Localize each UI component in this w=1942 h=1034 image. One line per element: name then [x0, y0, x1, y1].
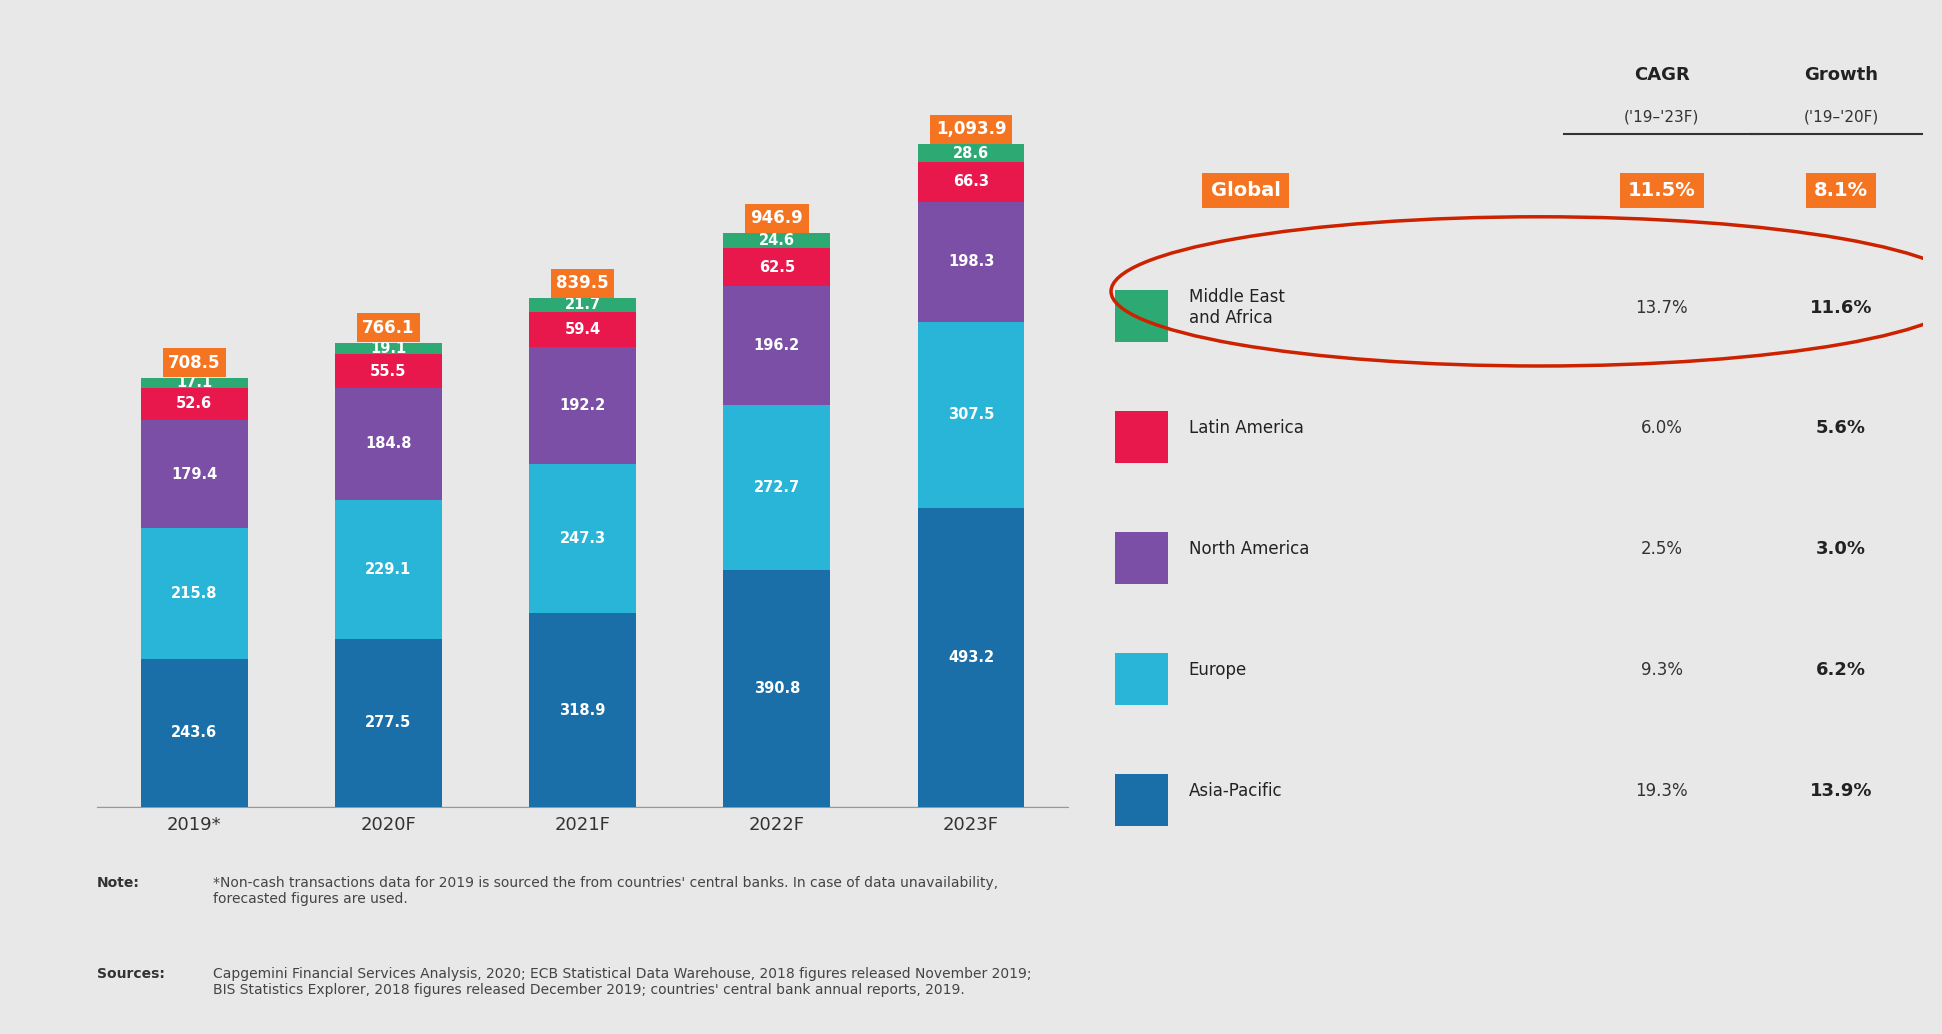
Text: Middle East
and Africa: Middle East and Africa: [1189, 288, 1284, 327]
Text: 229.1: 229.1: [365, 561, 412, 577]
Text: 318.9: 318.9: [559, 702, 606, 718]
FancyBboxPatch shape: [1115, 531, 1169, 584]
Text: 277.5: 277.5: [365, 716, 412, 730]
FancyBboxPatch shape: [1115, 773, 1169, 826]
Text: 3.0%: 3.0%: [1816, 541, 1866, 558]
FancyBboxPatch shape: [1115, 410, 1169, 463]
Text: 215.8: 215.8: [171, 586, 218, 601]
Text: 24.6: 24.6: [759, 234, 794, 248]
Bar: [919, 202, 1025, 322]
Text: 17.1: 17.1: [177, 375, 212, 391]
Bar: [724, 570, 831, 807]
Text: 59.4: 59.4: [565, 322, 600, 337]
Bar: [919, 322, 1025, 508]
Bar: [336, 355, 443, 388]
Text: 766.1: 766.1: [361, 318, 416, 337]
Bar: [919, 161, 1025, 202]
Text: 5.6%: 5.6%: [1816, 420, 1866, 437]
Text: 243.6: 243.6: [171, 725, 218, 740]
Text: CAGR: CAGR: [1633, 65, 1690, 84]
Text: 52.6: 52.6: [177, 396, 212, 412]
Text: 247.3: 247.3: [559, 531, 606, 546]
Text: 179.4: 179.4: [171, 466, 218, 482]
Text: Growth: Growth: [1804, 65, 1878, 84]
Bar: [530, 464, 637, 613]
Text: 272.7: 272.7: [753, 480, 800, 495]
Text: 28.6: 28.6: [954, 146, 988, 160]
Bar: [530, 347, 637, 464]
Text: 13.9%: 13.9%: [1810, 783, 1872, 800]
Bar: [724, 286, 831, 405]
Text: ('19–'20F): ('19–'20F): [1804, 110, 1878, 125]
Bar: [142, 388, 249, 420]
Text: 55.5: 55.5: [371, 364, 406, 378]
Text: 9.3%: 9.3%: [1641, 662, 1682, 679]
Bar: [724, 234, 831, 248]
Bar: [919, 508, 1025, 807]
Text: Europe: Europe: [1189, 662, 1247, 679]
Text: 8.1%: 8.1%: [1814, 181, 1868, 200]
Text: 21.7: 21.7: [565, 298, 600, 312]
Text: 2.5%: 2.5%: [1641, 541, 1682, 558]
Text: ('19–'23F): ('19–'23F): [1624, 110, 1699, 125]
Text: 390.8: 390.8: [753, 680, 800, 696]
Bar: [530, 311, 637, 347]
Text: 196.2: 196.2: [753, 338, 800, 353]
Bar: [142, 528, 249, 659]
Text: 198.3: 198.3: [948, 254, 994, 270]
Text: 839.5: 839.5: [555, 274, 610, 293]
Text: Global: Global: [1210, 181, 1280, 200]
FancyBboxPatch shape: [1115, 290, 1169, 342]
Text: 6.2%: 6.2%: [1816, 662, 1866, 679]
Bar: [919, 145, 1025, 161]
Bar: [142, 377, 249, 388]
Text: 1,093.9: 1,093.9: [936, 120, 1006, 139]
Text: 19.3%: 19.3%: [1635, 783, 1688, 800]
Text: 62.5: 62.5: [759, 260, 794, 275]
Text: Latin America: Latin America: [1189, 420, 1303, 437]
Text: 307.5: 307.5: [948, 407, 994, 423]
Bar: [336, 343, 443, 355]
Bar: [336, 388, 443, 499]
Text: 19.1: 19.1: [371, 341, 406, 356]
Text: Asia-Pacific: Asia-Pacific: [1189, 783, 1282, 800]
Text: 192.2: 192.2: [559, 398, 606, 414]
Bar: [336, 499, 443, 639]
Text: Sources:: Sources:: [97, 967, 165, 981]
Bar: [724, 405, 831, 570]
Text: 13.7%: 13.7%: [1635, 299, 1688, 316]
FancyBboxPatch shape: [1115, 652, 1169, 705]
Text: 11.5%: 11.5%: [1627, 181, 1695, 200]
Text: 184.8: 184.8: [365, 436, 412, 452]
Bar: [724, 248, 831, 286]
Text: Capgemini Financial Services Analysis, 2020; ECB Statistical Data Warehouse, 201: Capgemini Financial Services Analysis, 2…: [214, 967, 1031, 998]
Text: 6.0%: 6.0%: [1641, 420, 1682, 437]
Bar: [530, 613, 637, 807]
Text: 946.9: 946.9: [750, 210, 804, 227]
Text: North America: North America: [1189, 541, 1309, 558]
Text: 66.3: 66.3: [954, 175, 988, 189]
Bar: [336, 639, 443, 807]
Bar: [142, 420, 249, 528]
Text: 11.6%: 11.6%: [1810, 299, 1872, 316]
Text: 708.5: 708.5: [167, 354, 221, 371]
Text: 493.2: 493.2: [948, 649, 994, 665]
Bar: [142, 659, 249, 807]
Text: Note:: Note:: [97, 876, 140, 890]
Text: *Non-cash transactions data for 2019 is sourced the from countries' central bank: *Non-cash transactions data for 2019 is …: [214, 876, 998, 906]
Bar: [530, 299, 637, 311]
